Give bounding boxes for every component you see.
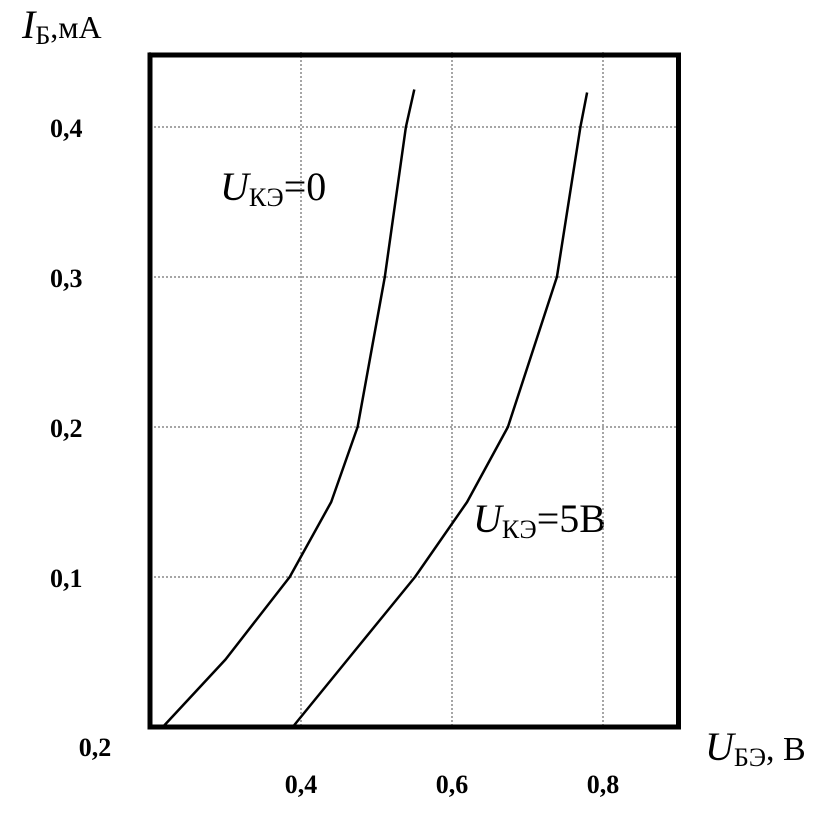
y-tick-label: 0,3 [50,264,83,293]
y-tick-label: 0,4 [50,114,83,143]
curve [291,92,589,728]
x-tick-label: 0,6 [436,770,469,799]
x-tick-label: 0,2 [79,733,112,762]
y-axis-label: IБ,мА [21,2,102,50]
series-label: UКЭ=0 [220,164,326,212]
series-label: UКЭ=5В [473,496,606,544]
x-axis-label: UБЭ, В [705,724,806,772]
x-tick-label: 0,4 [285,770,318,799]
x-tick-label: 0,8 [587,770,620,799]
plot-frame [147,52,681,730]
curve [161,89,416,728]
y-tick-label: 0,2 [50,414,83,443]
y-tick-label: 0,1 [50,564,83,593]
